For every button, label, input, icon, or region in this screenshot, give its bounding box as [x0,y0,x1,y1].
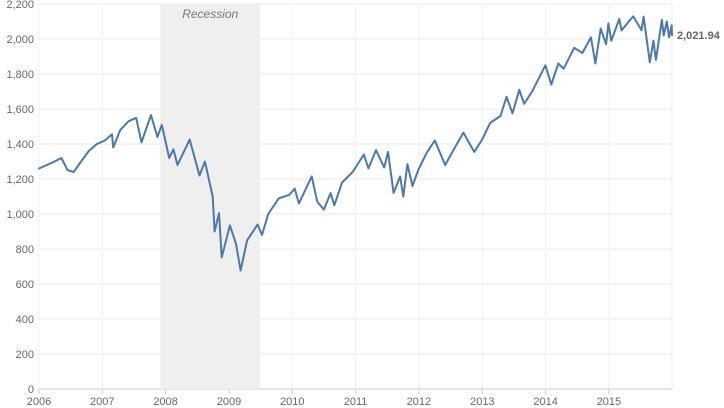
x-tick-label: 2015 [597,396,621,408]
y-tick-label: 600 [16,279,34,291]
x-tick-label: 2006 [27,396,51,408]
grid-layer [38,3,673,390]
label-layer: 2,021.94 [677,30,721,42]
x-tick-label: 2013 [470,396,494,408]
y-tick-label: 200 [16,349,34,361]
recession-shading-layer: Recession [160,4,261,389]
x-tick-label: 2014 [533,396,557,408]
y-tick-label: 1,800 [6,69,34,81]
last-value-label: 2,021.94 [677,30,721,42]
y-tick-label: 1,400 [6,139,34,151]
series-layer [38,15,673,272]
y-tick-label: 1,200 [6,174,34,186]
y-tick-label: 0 [28,384,34,396]
x-tick-label: 2007 [90,396,114,408]
y-tick-label: 800 [16,244,34,256]
y-tick-label: 2,200 [6,0,34,11]
series-line [38,15,673,272]
x-tick-label: 2008 [153,396,177,408]
x-tick-label: 2011 [344,396,368,408]
y-tick-label: 2,000 [6,34,34,46]
x-tick-label: 2010 [280,396,304,408]
recession-label: Recession [182,7,238,21]
axis-layer: 0 200 400 600 800 1,000 1,200 1,400 1,600 1,800 2,… [6,0,621,408]
y-tick-label: 400 [16,314,34,326]
recession-band [160,4,261,389]
y-tick-label: 1,600 [6,104,34,116]
y-tick-label: 1,000 [6,209,34,221]
x-tick-label: 2009 [217,396,241,408]
x-tick-label: 2012 [407,396,431,408]
